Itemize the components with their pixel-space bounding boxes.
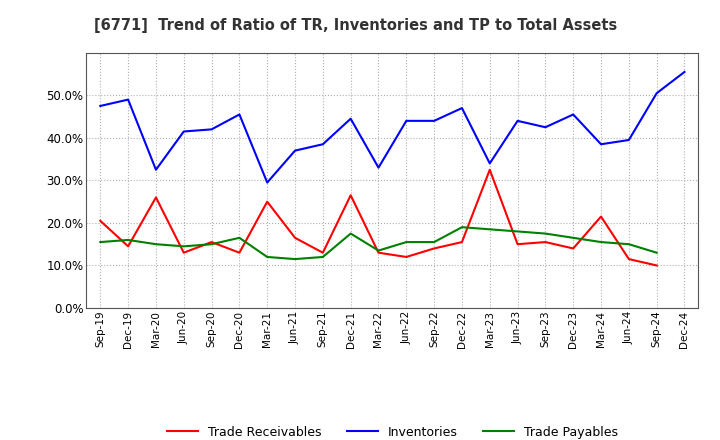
Trade Receivables: [207, 239, 216, 245]
Inventories: [318, 142, 327, 147]
Trade Payables: [458, 224, 467, 230]
Trade Receivables: [513, 242, 522, 247]
Trade Receivables: [402, 254, 410, 260]
Trade Receivables: [374, 250, 383, 255]
Trade Payables: [597, 239, 606, 245]
Legend: Trade Receivables, Inventories, Trade Payables: Trade Receivables, Inventories, Trade Pa…: [162, 422, 623, 440]
Inventories: [652, 91, 661, 96]
Trade Payables: [652, 250, 661, 255]
Trade Receivables: [652, 263, 661, 268]
Inventories: [624, 137, 633, 143]
Trade Receivables: [597, 214, 606, 219]
Inventories: [152, 167, 161, 172]
Trade Receivables: [263, 199, 271, 204]
Trade Receivables: [458, 239, 467, 245]
Trade Receivables: [569, 246, 577, 251]
Inventories: [263, 180, 271, 185]
Inventories: [430, 118, 438, 124]
Trade Payables: [374, 248, 383, 253]
Inventories: [207, 127, 216, 132]
Inventories: [597, 142, 606, 147]
Trade Payables: [430, 239, 438, 245]
Trade Receivables: [430, 246, 438, 251]
Trade Receivables: [291, 235, 300, 240]
Inventories: [458, 106, 467, 111]
Trade Payables: [152, 242, 161, 247]
Trade Payables: [624, 242, 633, 247]
Trade Payables: [346, 231, 355, 236]
Trade Payables: [179, 244, 188, 249]
Inventories: [541, 125, 550, 130]
Inventories: [346, 116, 355, 121]
Trade Payables: [235, 235, 243, 240]
Inventories: [124, 97, 132, 102]
Trade Payables: [263, 254, 271, 260]
Trade Receivables: [124, 244, 132, 249]
Inventories: [96, 103, 104, 109]
Trade Receivables: [235, 250, 243, 255]
Line: Inventories: Inventories: [100, 72, 685, 183]
Inventories: [513, 118, 522, 124]
Inventories: [485, 161, 494, 166]
Text: [6771]  Trend of Ratio of TR, Inventories and TP to Total Assets: [6771] Trend of Ratio of TR, Inventories…: [94, 18, 617, 33]
Inventories: [291, 148, 300, 153]
Inventories: [235, 112, 243, 117]
Trade Receivables: [346, 193, 355, 198]
Inventories: [374, 165, 383, 170]
Trade Payables: [207, 242, 216, 247]
Trade Payables: [402, 239, 410, 245]
Trade Payables: [513, 229, 522, 234]
Trade Receivables: [96, 218, 104, 224]
Inventories: [680, 69, 689, 74]
Trade Receivables: [179, 250, 188, 255]
Trade Receivables: [152, 195, 161, 200]
Trade Payables: [318, 254, 327, 260]
Inventories: [179, 129, 188, 134]
Trade Payables: [569, 235, 577, 240]
Trade Receivables: [318, 250, 327, 255]
Inventories: [569, 112, 577, 117]
Trade Receivables: [541, 239, 550, 245]
Trade Payables: [96, 239, 104, 245]
Trade Payables: [541, 231, 550, 236]
Trade Payables: [291, 257, 300, 262]
Line: Trade Receivables: Trade Receivables: [100, 170, 657, 265]
Trade Receivables: [624, 257, 633, 262]
Inventories: [402, 118, 410, 124]
Line: Trade Payables: Trade Payables: [100, 227, 657, 259]
Trade Payables: [485, 227, 494, 232]
Trade Payables: [124, 237, 132, 242]
Trade Receivables: [485, 167, 494, 172]
